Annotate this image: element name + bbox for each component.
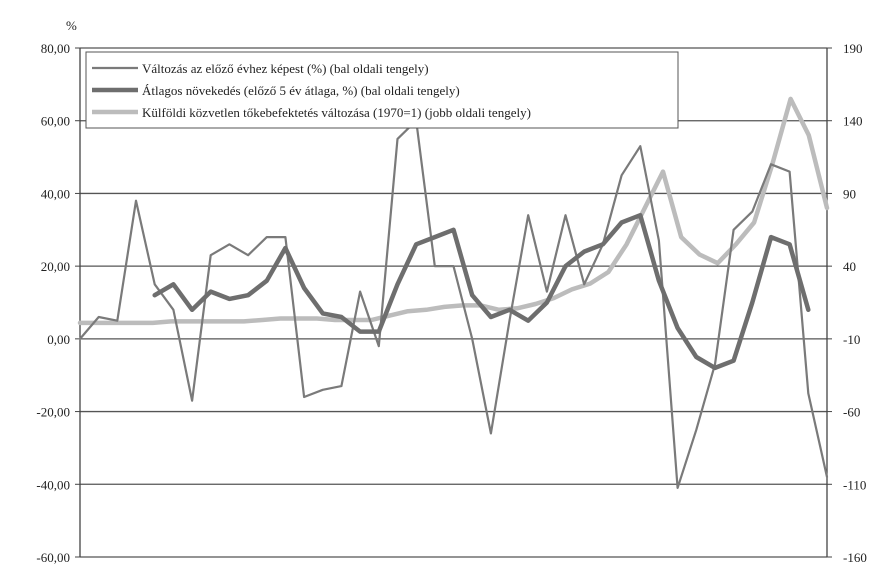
- right-axis-ticks: 190 140 90 40 -10 -60 -110 -160: [827, 41, 867, 564]
- series-line-1: [78, 119, 829, 489]
- left-tick-label: 80,00: [41, 41, 70, 56]
- right-tick-label: 190: [843, 41, 863, 56]
- legend-label-1: Változás az előző évhez képest (%) (bal …: [142, 61, 429, 76]
- right-tick-label: -10: [843, 332, 860, 347]
- left-tick-label: -40,00: [36, 477, 70, 492]
- right-tick-label: 90: [843, 186, 856, 201]
- right-tick-label: -160: [843, 550, 867, 564]
- right-tick-label: 140: [843, 114, 863, 129]
- left-tick-label: 40,00: [41, 186, 70, 201]
- series-line-2: [152, 212, 811, 371]
- left-tick-label: 0,00: [47, 332, 70, 347]
- left-axis-ticks: 80,00 60,00 40,00 20,00 0,00 -20,00 -40,00 -60,…: [36, 41, 80, 564]
- legend-box: [85, 51, 679, 129]
- right-tick-label: 40: [843, 259, 856, 274]
- left-tick-label: -20,00: [36, 405, 70, 420]
- right-tick-label: -110: [843, 477, 866, 492]
- right-tick-label: -60: [843, 405, 860, 420]
- legend-label-3: Külföldi közvetlen tőkebefektetés változ…: [142, 105, 531, 120]
- left-axis-unit-label: %: [66, 18, 77, 33]
- left-tick-label: -60,00: [36, 550, 70, 564]
- left-tick-label: 60,00: [41, 114, 70, 129]
- legend-label-2: Átlagos növekedés (előző 5 év átlaga, %)…: [142, 83, 460, 98]
- legend: Változás az előző évhez képest (%) (bal …: [85, 51, 679, 129]
- left-tick-label: 20,00: [41, 259, 70, 274]
- series-line-3: [77, 96, 830, 326]
- series-group: [77, 96, 830, 489]
